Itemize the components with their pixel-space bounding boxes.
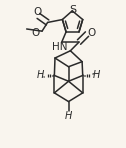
- Text: O: O: [34, 7, 42, 17]
- Text: O: O: [31, 28, 39, 38]
- Text: ,,: ,,: [42, 72, 46, 78]
- Text: H: H: [37, 70, 44, 80]
- Text: O: O: [88, 28, 96, 38]
- Text: H: H: [65, 111, 72, 121]
- Text: S: S: [69, 5, 76, 15]
- Text: HN: HN: [52, 42, 67, 52]
- Text: '': '': [91, 72, 95, 78]
- Text: H: H: [93, 70, 101, 80]
